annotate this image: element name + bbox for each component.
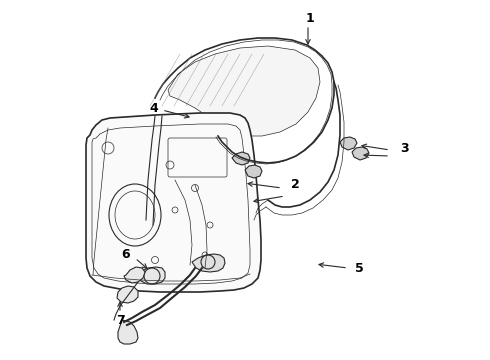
Text: 1: 1: [306, 12, 315, 24]
Polygon shape: [92, 124, 250, 284]
Polygon shape: [124, 267, 145, 283]
Text: 6: 6: [122, 248, 130, 261]
Text: 3: 3: [400, 141, 409, 154]
Polygon shape: [245, 165, 262, 178]
Text: 7: 7: [116, 314, 124, 327]
Polygon shape: [168, 46, 320, 136]
Polygon shape: [352, 147, 369, 160]
Polygon shape: [340, 137, 357, 150]
Text: 5: 5: [355, 261, 364, 274]
Text: 2: 2: [291, 179, 299, 192]
Polygon shape: [232, 152, 250, 165]
Polygon shape: [118, 320, 138, 344]
Polygon shape: [117, 286, 138, 303]
Polygon shape: [192, 254, 225, 272]
Text: 4: 4: [149, 102, 158, 114]
Polygon shape: [86, 113, 261, 292]
Polygon shape: [138, 267, 165, 284]
